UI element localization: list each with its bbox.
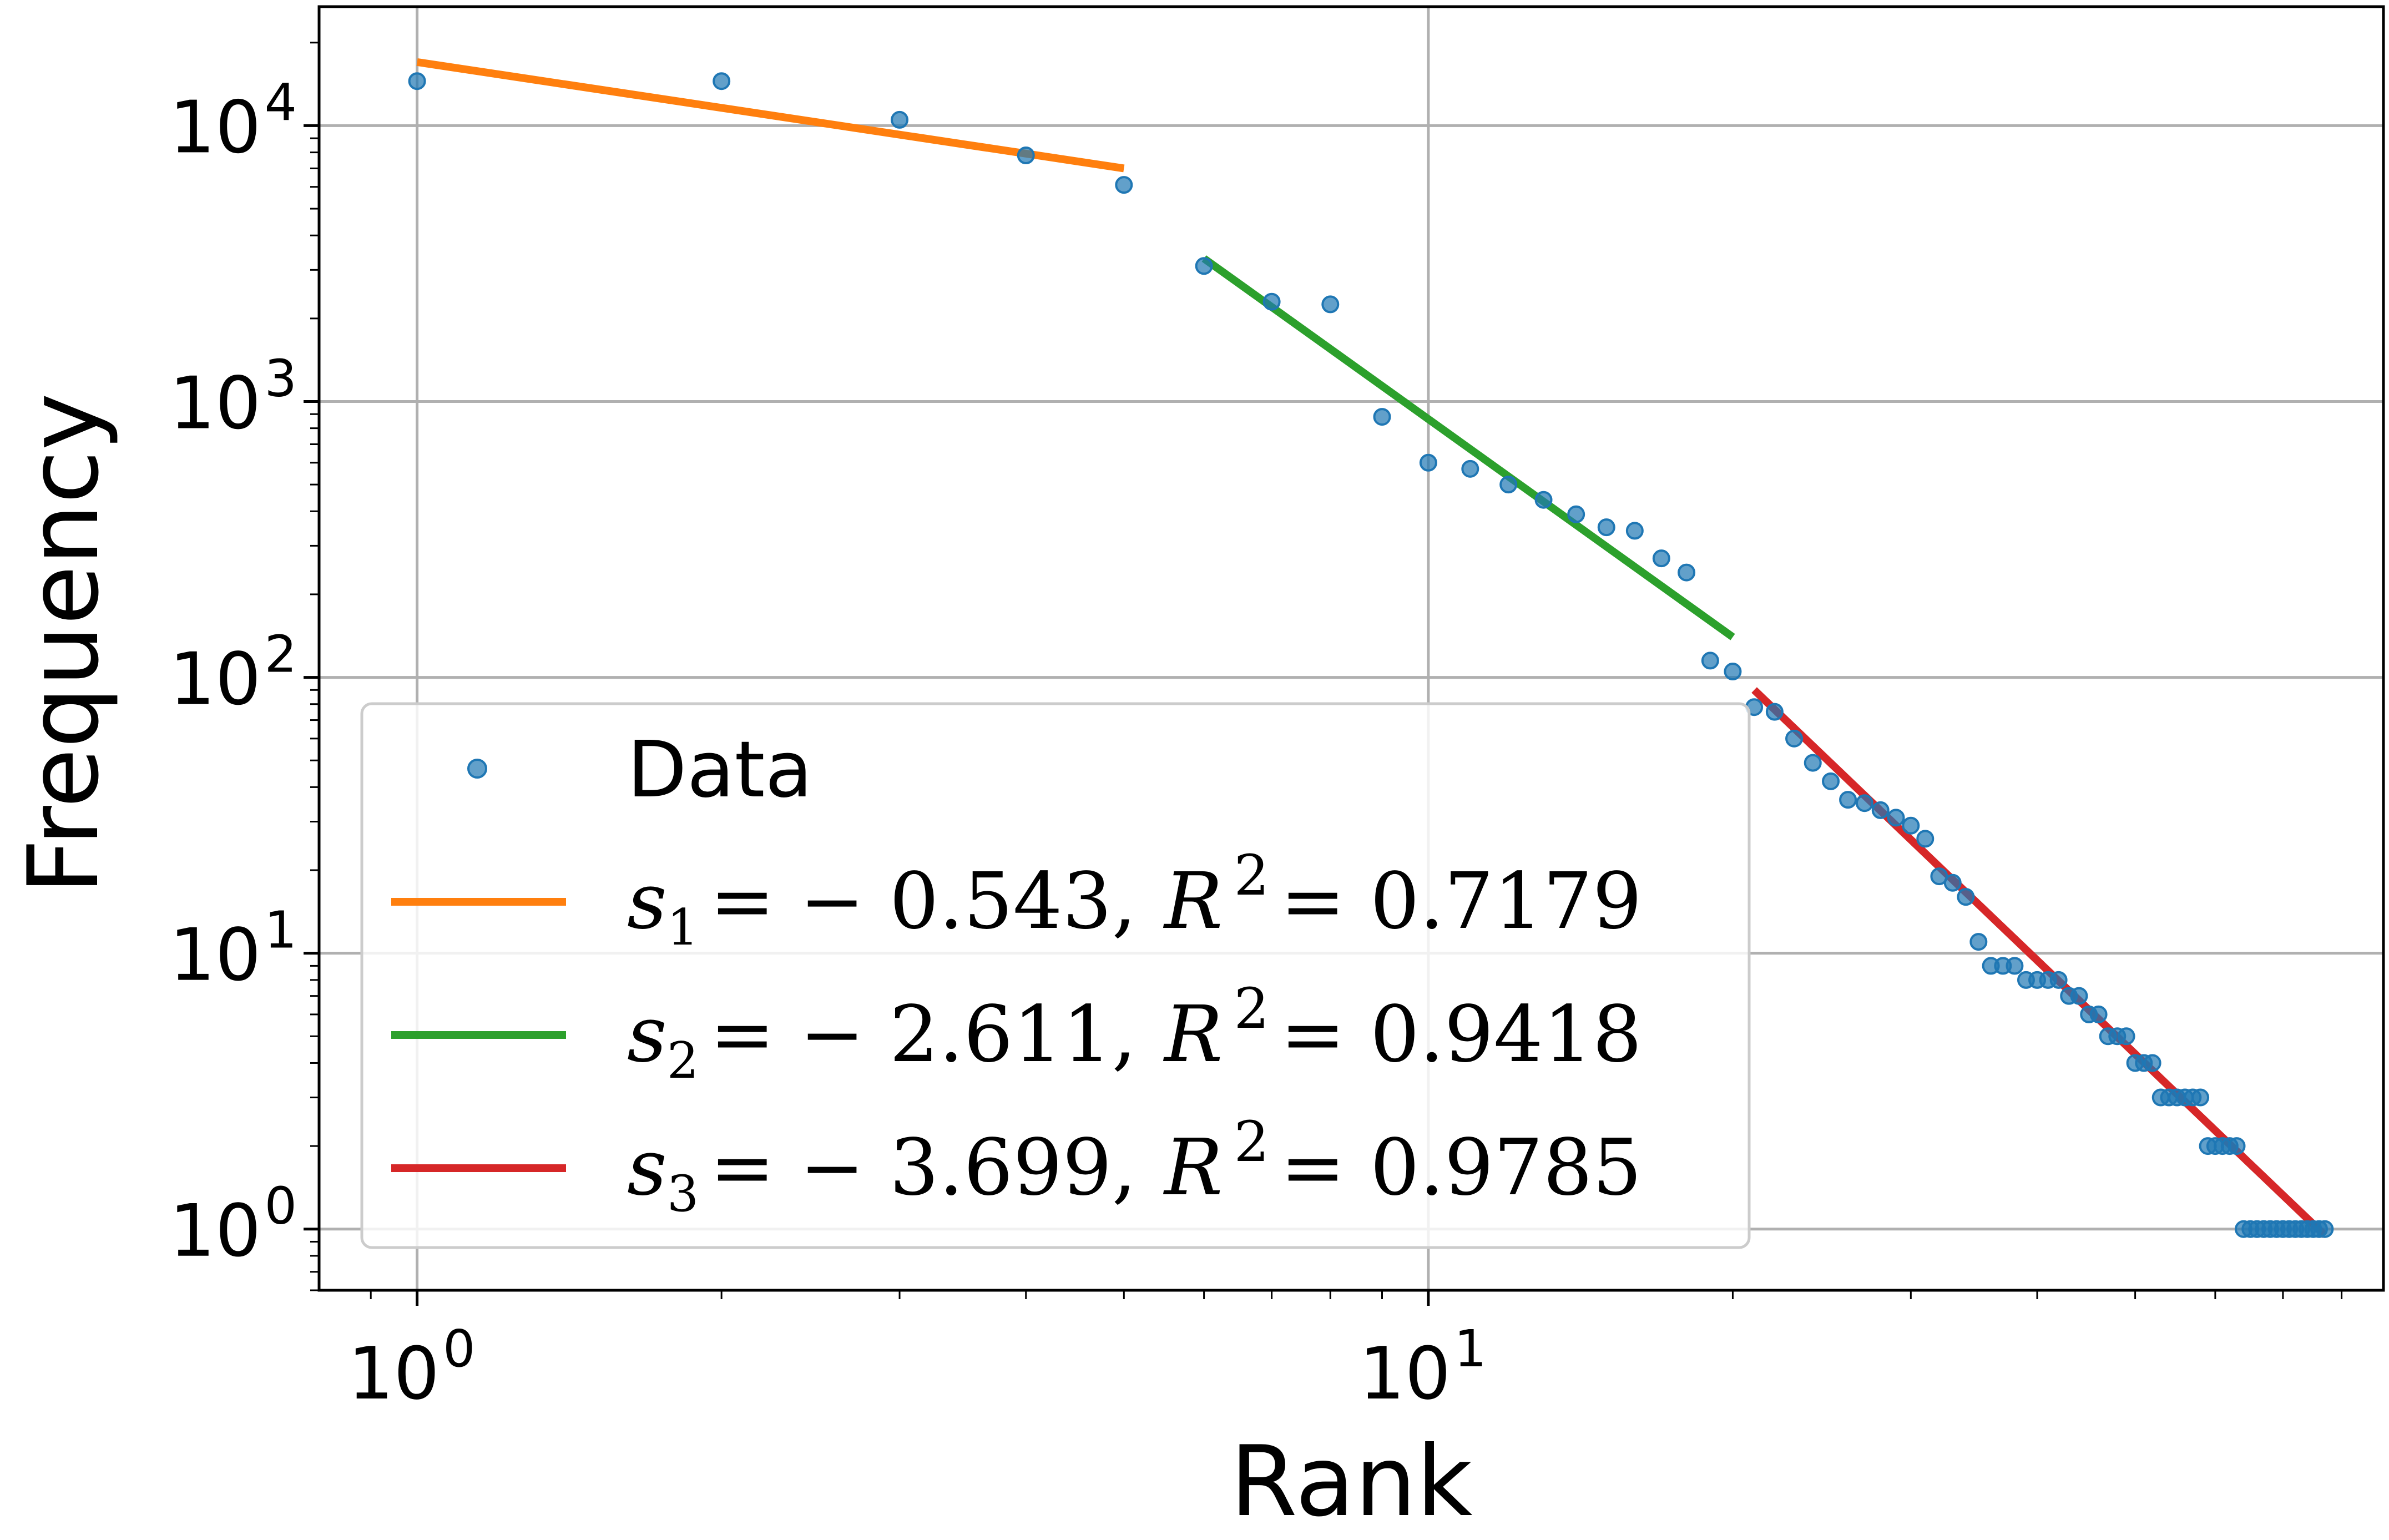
data-point <box>1419 453 1437 472</box>
data-point <box>1957 888 1975 906</box>
data-point <box>1724 663 1742 681</box>
data-point <box>1195 257 1213 275</box>
data-point <box>1839 791 1857 809</box>
data-point <box>1534 491 1553 509</box>
data-point <box>2089 1005 2108 1023</box>
data-point <box>713 72 731 90</box>
data-point <box>1887 809 1905 827</box>
minor-ticks <box>310 42 2343 1299</box>
data-point <box>1017 147 1035 165</box>
major-ticks <box>304 124 1430 1306</box>
y-axis-label: Frequency <box>8 393 120 895</box>
data-point <box>1701 652 1719 670</box>
data-point <box>1822 772 1840 790</box>
data-point <box>1373 408 1391 426</box>
legend-label-s1: s1 = − 0.543, R 2 = 0.7179 <box>627 843 1642 957</box>
fit-line-s1_fit <box>416 58 1125 173</box>
x-tick-label: 100 <box>348 1319 476 1416</box>
data-point <box>1765 703 1784 721</box>
legend-label-s3: s3 = − 3.699, R 2 = 0.9785 <box>627 1109 1642 1223</box>
y-tick-labels: 100 101 102 103 104 <box>169 73 297 1273</box>
data-point <box>1678 563 1696 582</box>
data-point <box>1804 754 1822 772</box>
data-point <box>1597 518 1615 537</box>
data-point <box>1262 292 1281 311</box>
y-tick-label: 104 <box>169 73 297 169</box>
data-point <box>1115 176 1133 194</box>
data-point <box>2143 1054 2161 1072</box>
data-point <box>1855 794 1873 812</box>
data-point <box>2191 1088 2210 1107</box>
legend-label-s2: s2 = − 2.611, R 2 = 0.9418 <box>627 976 1642 1090</box>
y-tick-label: 101 <box>169 901 297 997</box>
data-point <box>1871 801 1890 819</box>
data-point <box>1943 873 1962 892</box>
data-point <box>1461 460 1479 478</box>
data-point <box>2049 971 2068 989</box>
legend-label-data: Data <box>627 725 812 815</box>
data-point <box>1625 522 1644 540</box>
y-tick-label: 103 <box>169 349 297 445</box>
data-point <box>891 110 909 129</box>
legend-box <box>360 702 1751 1249</box>
data-point <box>2006 957 2024 975</box>
data-point <box>2316 1220 2334 1238</box>
legend: Data s1 = − 0.543, R 2 = 0.7179 s2 = − 2.611,… <box>360 702 1751 1249</box>
y-tick-label: 102 <box>169 625 297 721</box>
y-tick-label: 100 <box>169 1177 297 1273</box>
plot-frame <box>317 5 2385 1292</box>
legend-marker-data <box>467 759 487 779</box>
data-point <box>1969 933 1988 951</box>
data-point <box>1567 505 1585 523</box>
data-point <box>2228 1137 2246 1155</box>
data-point <box>2117 1027 2135 1046</box>
x-tick-labels: 100 101 <box>348 1319 1487 1416</box>
series <box>408 58 2334 1238</box>
data-point <box>1499 476 1518 494</box>
data-point <box>1902 816 1920 835</box>
data-point <box>1916 830 1935 848</box>
x-tick-label: 101 <box>1359 1319 1487 1416</box>
x-axis-label: Rank <box>1230 1426 1472 1538</box>
data-point <box>408 72 426 90</box>
data-point <box>2070 987 2088 1005</box>
fit-line-s2_fit <box>1201 255 1735 640</box>
data-point <box>1321 295 1340 314</box>
data-point <box>1652 549 1670 568</box>
data-point <box>1785 729 1804 748</box>
